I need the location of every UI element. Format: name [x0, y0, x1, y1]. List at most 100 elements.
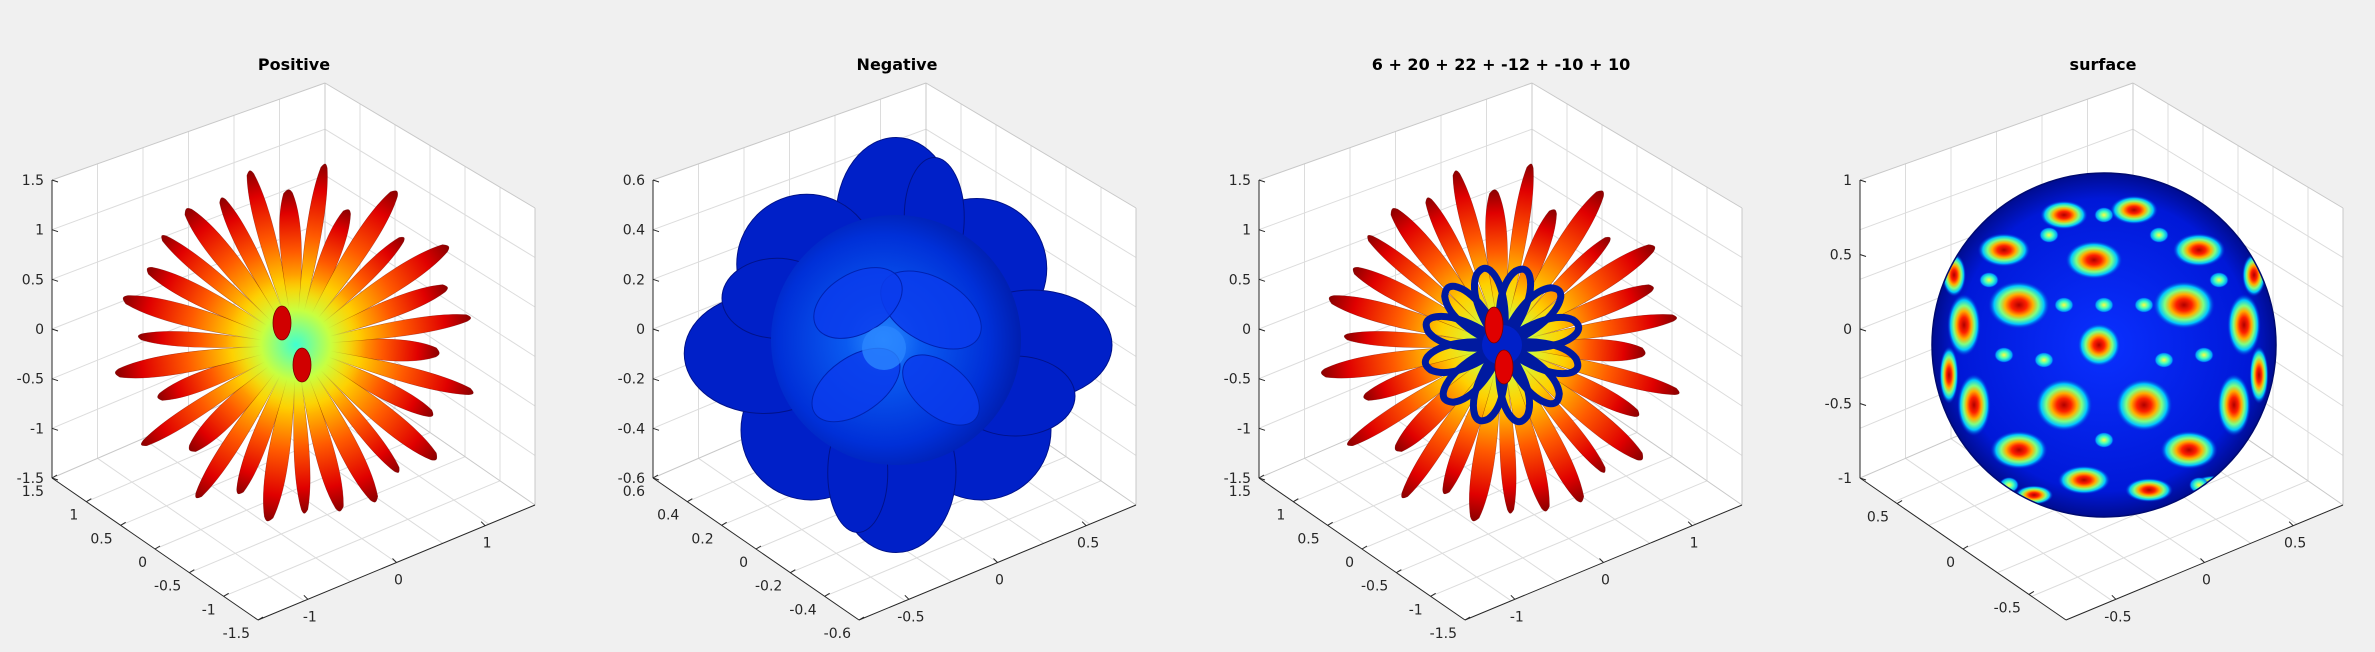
- x-tick: [257, 616, 264, 621]
- sphere-small-spot: [2034, 352, 2054, 368]
- x-tick-label: 1: [1276, 508, 1285, 524]
- z-tick-label: -1: [1838, 471, 1852, 487]
- y-tick: [1510, 594, 1516, 600]
- x-tick-label: 0: [138, 555, 147, 571]
- sphere-spot: [2125, 478, 2173, 502]
- sphere-small-spot: [2149, 227, 2169, 243]
- sphere-spot: [2065, 240, 2123, 280]
- negative-lobe: [1495, 265, 1534, 352]
- y-tick: [2288, 521, 2294, 527]
- axes-panel-4: 1 0.5 0 -0.5 -1 0.5 0 -0.5 -0.5 0 0.5 surface: [1825, 55, 2344, 625]
- z-tick: [652, 477, 660, 481]
- negative-lobe: [1422, 313, 1509, 352]
- z-tick: [51, 328, 59, 332]
- z-tick-label: -0.4: [618, 421, 645, 437]
- y-tick-label: 0: [1601, 573, 1610, 589]
- negative-lobe: [1496, 339, 1563, 408]
- negative-lobe-group: [1495, 265, 1534, 352]
- negative-lobe-group: [1495, 338, 1533, 426]
- x-tick: [687, 498, 693, 503]
- z-tick-label: -1.5: [17, 471, 44, 487]
- sphere-spot: [2249, 346, 2269, 404]
- negative-lobe-group: [1495, 314, 1583, 352]
- z-tick-label: -0.6: [618, 471, 645, 487]
- negative-lobe-group: [1421, 338, 1509, 376]
- z-tick-label: -0.5: [1224, 372, 1251, 388]
- sphere-spot: [1947, 293, 1981, 357]
- y-tick-label: -1: [1510, 609, 1524, 625]
- z-tick: [652, 229, 660, 233]
- z-tick-label: 0.5: [22, 272, 44, 288]
- inner-lobe: [1494, 349, 1514, 385]
- z-tick-label: -0.5: [17, 372, 44, 388]
- inner-lobe: [1484, 306, 1504, 344]
- negative-lobe-group: [1496, 339, 1563, 408]
- sphere-small-spot: [2154, 352, 2174, 368]
- z-tick-label: -0.5: [1825, 397, 1852, 413]
- y-tick: [1599, 558, 1604, 563]
- sphere-spot: [2152, 281, 2216, 329]
- x-tick: [189, 569, 195, 574]
- negative-lobe-group: [1496, 284, 1565, 351]
- sphere-small-spot: [2039, 227, 2059, 243]
- z-tick: [51, 229, 59, 233]
- lobe-core: [226, 275, 366, 415]
- z-tick: [1859, 403, 1867, 406]
- y-tick-label: 1: [1690, 536, 1699, 552]
- y-tick-label: 0.5: [2284, 536, 2306, 552]
- negative-lobe: [1421, 338, 1509, 376]
- x-tick: [1430, 592, 1436, 597]
- x-tick-label: -1.5: [223, 626, 250, 642]
- y-tick: [1081, 521, 1087, 527]
- sphere-small-spot: [2209, 272, 2229, 288]
- z-tick-label: 1.5: [1229, 173, 1251, 189]
- y-tick-label: -0.5: [2104, 609, 2131, 625]
- x-tick-label: 0.4: [657, 508, 679, 524]
- z-tick-label: -1.5: [1224, 471, 1251, 487]
- box-edge: [652, 82, 927, 181]
- z-tick: [51, 378, 59, 382]
- z-tick-label: 0.5: [1229, 272, 1251, 288]
- sphere-spot: [2077, 323, 2121, 367]
- z-tick: [1258, 328, 1266, 332]
- negative-lobe: [1439, 339, 1508, 406]
- sphere-small-spot: [2054, 297, 2074, 313]
- chart-title: 6 + 20 + 22 + -12 + -10 + 10: [1372, 55, 1630, 74]
- x-tick: [51, 474, 58, 479]
- sphere-small-spot: [1979, 272, 1999, 288]
- x-tick: [1962, 545, 1969, 550]
- x-tick-label: -0.4: [789, 602, 816, 618]
- axes-panel-1: 1.510.50-0.5-1-1.51.510.50-0.5-1-1.5-101…: [17, 55, 536, 642]
- z-tick: [51, 278, 59, 282]
- y-tick-label: 1: [483, 536, 492, 552]
- y-tick: [904, 594, 910, 600]
- negative-lobe-group: [1470, 338, 1509, 425]
- negative-lobe: [1496, 284, 1565, 351]
- z-tick: [652, 328, 660, 332]
- y-tick-label: 0: [394, 573, 403, 589]
- x-tick: [652, 474, 659, 479]
- x-tick: [223, 592, 229, 597]
- sphere-spot: [1977, 233, 2031, 267]
- y-tick: [480, 521, 486, 527]
- sphere-spot: [2110, 195, 2158, 225]
- z-tick-label: 0: [35, 322, 44, 338]
- chart-title: Negative: [857, 55, 938, 74]
- sphere-small-spot: [2134, 297, 2154, 313]
- x-tick: [2028, 591, 2035, 595]
- z-tick: [51, 179, 59, 183]
- x-tick: [1258, 474, 1265, 479]
- sphere-spot: [2227, 293, 2261, 357]
- z-tick-label: 0.2: [623, 272, 645, 288]
- x-tick: [858, 616, 865, 621]
- x-tick: [790, 569, 796, 574]
- y-tick-label: -1: [303, 609, 317, 625]
- sphere-spot: [2057, 465, 2111, 495]
- x-tick: [1896, 500, 1903, 504]
- x-tick-label: 0: [1345, 555, 1354, 571]
- sphere-spot: [1939, 346, 1959, 404]
- y-tick: [2200, 558, 2205, 563]
- axes-panel-2: 0.60.40.20-0.2-0.4-0.60.60.40.20-0.2-0.4…: [618, 55, 1137, 642]
- x-tick: [824, 592, 830, 597]
